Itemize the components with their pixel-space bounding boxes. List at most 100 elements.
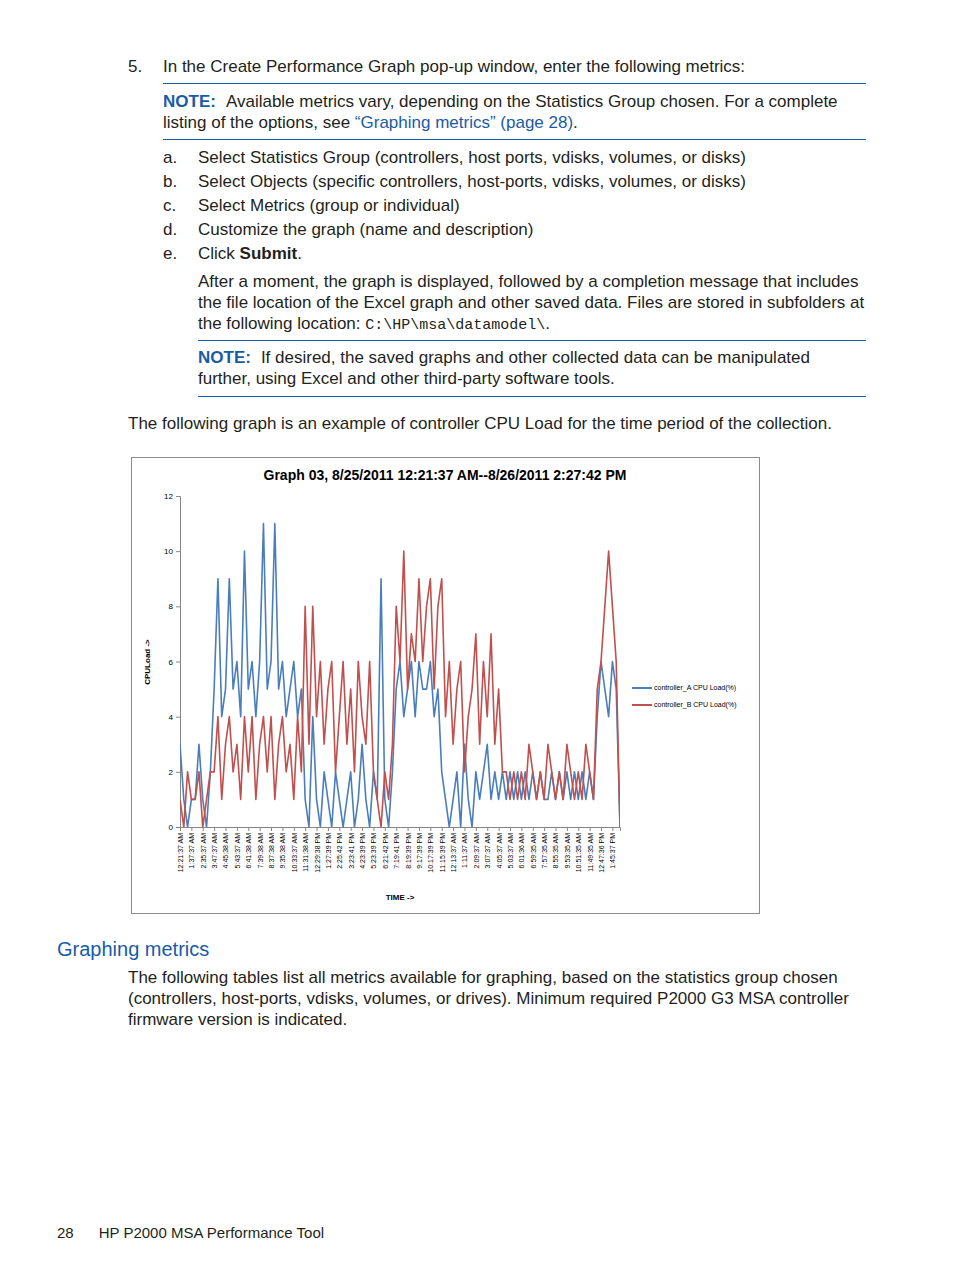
x-tick-label: 1:37:37 AM bbox=[188, 833, 195, 869]
x-tick-mark bbox=[578, 827, 579, 831]
x-tick-label: 10:33:37 AM bbox=[291, 833, 298, 872]
x-tick: 2:09:37 AM bbox=[473, 827, 480, 868]
rule bbox=[163, 83, 866, 84]
x-tick: 6:59:35 AM bbox=[530, 827, 537, 868]
substep-text: Select Objects (specific controllers, ho… bbox=[198, 172, 746, 191]
x-tick: 7:19:41 PM bbox=[393, 827, 400, 869]
x-tick: 6:01:36 AM bbox=[518, 827, 525, 868]
legend-label: controller_A CPU Load(%) bbox=[654, 684, 736, 692]
cross-reference-link[interactable]: “Graphing metrics” (page 28) bbox=[355, 113, 573, 132]
y-axis-line bbox=[176, 497, 181, 828]
x-tick: 6:21:42 PM bbox=[382, 827, 389, 869]
y-tick: 12 bbox=[164, 492, 180, 501]
x-tick: 5:23:39 PM bbox=[370, 827, 377, 869]
x-tick: 9:17:39 PM bbox=[416, 827, 423, 869]
ui-label: Submit bbox=[240, 244, 298, 263]
y-tick: 4 bbox=[169, 713, 180, 722]
y-tick-mark bbox=[176, 551, 180, 552]
x-tick-mark bbox=[419, 827, 420, 831]
paragraph-text: The following graph is an example of con… bbox=[128, 414, 832, 433]
x-tick: 1:45:37 PM bbox=[609, 827, 616, 869]
y-tick-label: 10 bbox=[164, 547, 173, 556]
x-tick-mark bbox=[191, 827, 192, 831]
x-tick-label: 5:03:37 AM bbox=[507, 833, 514, 869]
y-tick-label: 0 bbox=[169, 823, 174, 832]
x-tick-mark bbox=[203, 827, 204, 831]
legend-swatch bbox=[632, 704, 652, 706]
x-tick-mark bbox=[282, 827, 283, 831]
x-tick-label: 10:17:39 PM bbox=[427, 833, 434, 873]
footer: 28HP P2000 MSA Performance Tool bbox=[57, 1222, 557, 1243]
x-tick-mark bbox=[476, 827, 477, 831]
x-tick: 12:21:37 AM bbox=[177, 827, 184, 872]
x-tick-label: 1:11:37 AM bbox=[461, 833, 468, 868]
y-tick-mark bbox=[176, 772, 180, 773]
x-tick: 2:25:42 PM bbox=[336, 827, 343, 869]
x-tick-label: 6:21:42 PM bbox=[382, 833, 389, 869]
substep: e.Click Submit. bbox=[163, 243, 868, 264]
note-label: NOTE: bbox=[163, 92, 216, 111]
substep-letter: e. bbox=[163, 243, 177, 264]
substep-text-wrap: Customize the graph (name and descriptio… bbox=[198, 219, 533, 240]
x-tick-mark bbox=[260, 827, 261, 831]
series-line bbox=[180, 551, 620, 827]
x-tick-label: 1:45:37 PM bbox=[609, 833, 616, 869]
substep-text-wrap: Select Objects (specific controllers, ho… bbox=[198, 171, 746, 192]
x-tick-label: 7:39:38 AM bbox=[257, 833, 264, 869]
chart-frame bbox=[132, 458, 760, 914]
x-tick-label: 2:35:37 AM bbox=[200, 833, 207, 869]
substep-text: Click bbox=[198, 244, 240, 263]
x-tick-label: 6:01:36 AM bbox=[518, 833, 525, 869]
y-axis: 024681012 bbox=[164, 492, 180, 832]
x-tick-mark bbox=[294, 827, 295, 831]
y-tick: 8 bbox=[169, 602, 180, 611]
note: NOTE:If desired, the saved graphs and ot… bbox=[198, 347, 866, 389]
x-tick-label: 12:13:37 AM bbox=[450, 833, 457, 872]
x-tick: 2:35:37 AM bbox=[200, 827, 207, 868]
paragraph: The following graph is an example of con… bbox=[128, 413, 868, 434]
x-tick-label: 8:55:35 AM bbox=[552, 833, 559, 869]
x-tick: 3:47:37 AM bbox=[211, 827, 218, 868]
x-tick-mark bbox=[214, 827, 215, 831]
x-tick-label: 7:19:41 PM bbox=[393, 833, 400, 869]
x-tick: 1:37:37 AM bbox=[188, 827, 195, 868]
x-tick: 8:19:39 PM bbox=[405, 827, 412, 869]
rule bbox=[163, 139, 866, 140]
rule bbox=[198, 396, 866, 397]
x-tick-mark bbox=[248, 827, 249, 831]
x-tick-mark bbox=[362, 827, 363, 831]
section-heading: Graphing metrics bbox=[57, 937, 657, 961]
paragraph: The following tables list all metrics av… bbox=[128, 967, 863, 1030]
substep-text-wrap: Select Metrics (group or individual) bbox=[198, 195, 460, 216]
y-tick: 10 bbox=[164, 547, 180, 556]
x-tick-mark bbox=[601, 827, 602, 831]
x-tick-mark bbox=[317, 827, 318, 831]
x-tick-label: 7:57:35 AM bbox=[541, 833, 548, 869]
page-number: 28 bbox=[57, 1224, 74, 1241]
x-tick-mark bbox=[305, 827, 306, 831]
y-tick-mark bbox=[176, 827, 180, 828]
x-tick-label: 2:09:37 AM bbox=[473, 833, 480, 869]
x-tick-mark bbox=[556, 827, 557, 831]
substep-text: Customize the graph (name and descriptio… bbox=[198, 220, 533, 239]
y-tick-label: 8 bbox=[169, 602, 174, 611]
note-label: NOTE: bbox=[198, 348, 251, 367]
x-tick-mark bbox=[499, 827, 500, 831]
note-text: . bbox=[573, 113, 578, 132]
x-tick-mark bbox=[339, 827, 340, 831]
y-tick-mark bbox=[176, 717, 180, 718]
x-tick: 12:29:38 PM bbox=[314, 827, 321, 873]
paragraph-text: . bbox=[545, 314, 550, 333]
x-tick-label: 9:35:38 AM bbox=[279, 833, 286, 869]
x-tick: 3:07:37 AM bbox=[484, 827, 491, 868]
substep-text: Select Metrics (group or individual) bbox=[198, 196, 460, 215]
legend-item: controller_B CPU Load(%) bbox=[632, 701, 736, 709]
x-tick-label: 11:49:35 AM bbox=[587, 833, 594, 872]
x-tick: 11:31:38 AM bbox=[302, 827, 309, 872]
x-axis-line bbox=[181, 828, 621, 832]
x-tick-label: 3:23:41 PM bbox=[348, 833, 355, 869]
x-tick: 9:53:35 AM bbox=[564, 827, 571, 868]
substep-letter: a. bbox=[163, 147, 177, 168]
x-tick: 12:47:36 PM bbox=[598, 827, 605, 873]
x-tick: 5:43:37 AM bbox=[234, 827, 241, 868]
